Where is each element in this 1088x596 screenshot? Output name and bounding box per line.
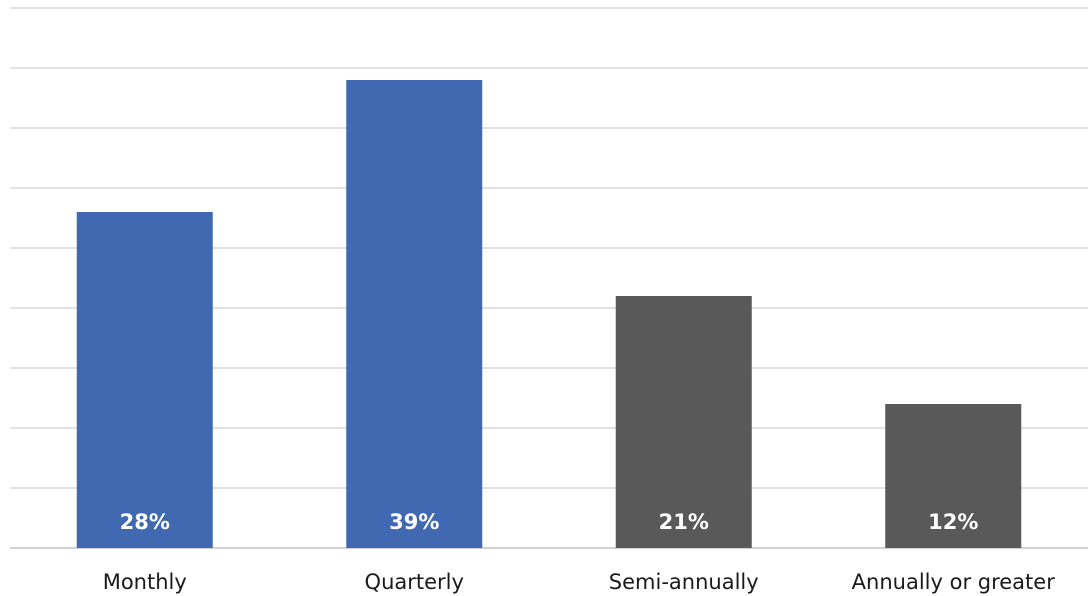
x-axis-tick-labels: Monthly Quarterly Semi-annually Annually or… [103,570,1055,594]
bars [76,80,1022,548]
data-label: 39% [389,510,439,534]
x-tick-label: Semi-annually [609,570,759,594]
bar-monthly [76,212,213,548]
bar-quarterly [346,80,483,548]
x-tick-label: Monthly [103,570,187,594]
bar-annually-or-greater [885,404,1022,548]
data-labels: 28% 39% 21% 12% [120,510,979,534]
x-tick-label: Quarterly [365,570,464,594]
x-tick-label: Annually or greater [852,570,1056,594]
data-label: 28% [120,510,170,534]
bar-semi-annually [615,296,752,548]
data-label: 21% [659,510,709,534]
data-label: 12% [928,510,978,534]
